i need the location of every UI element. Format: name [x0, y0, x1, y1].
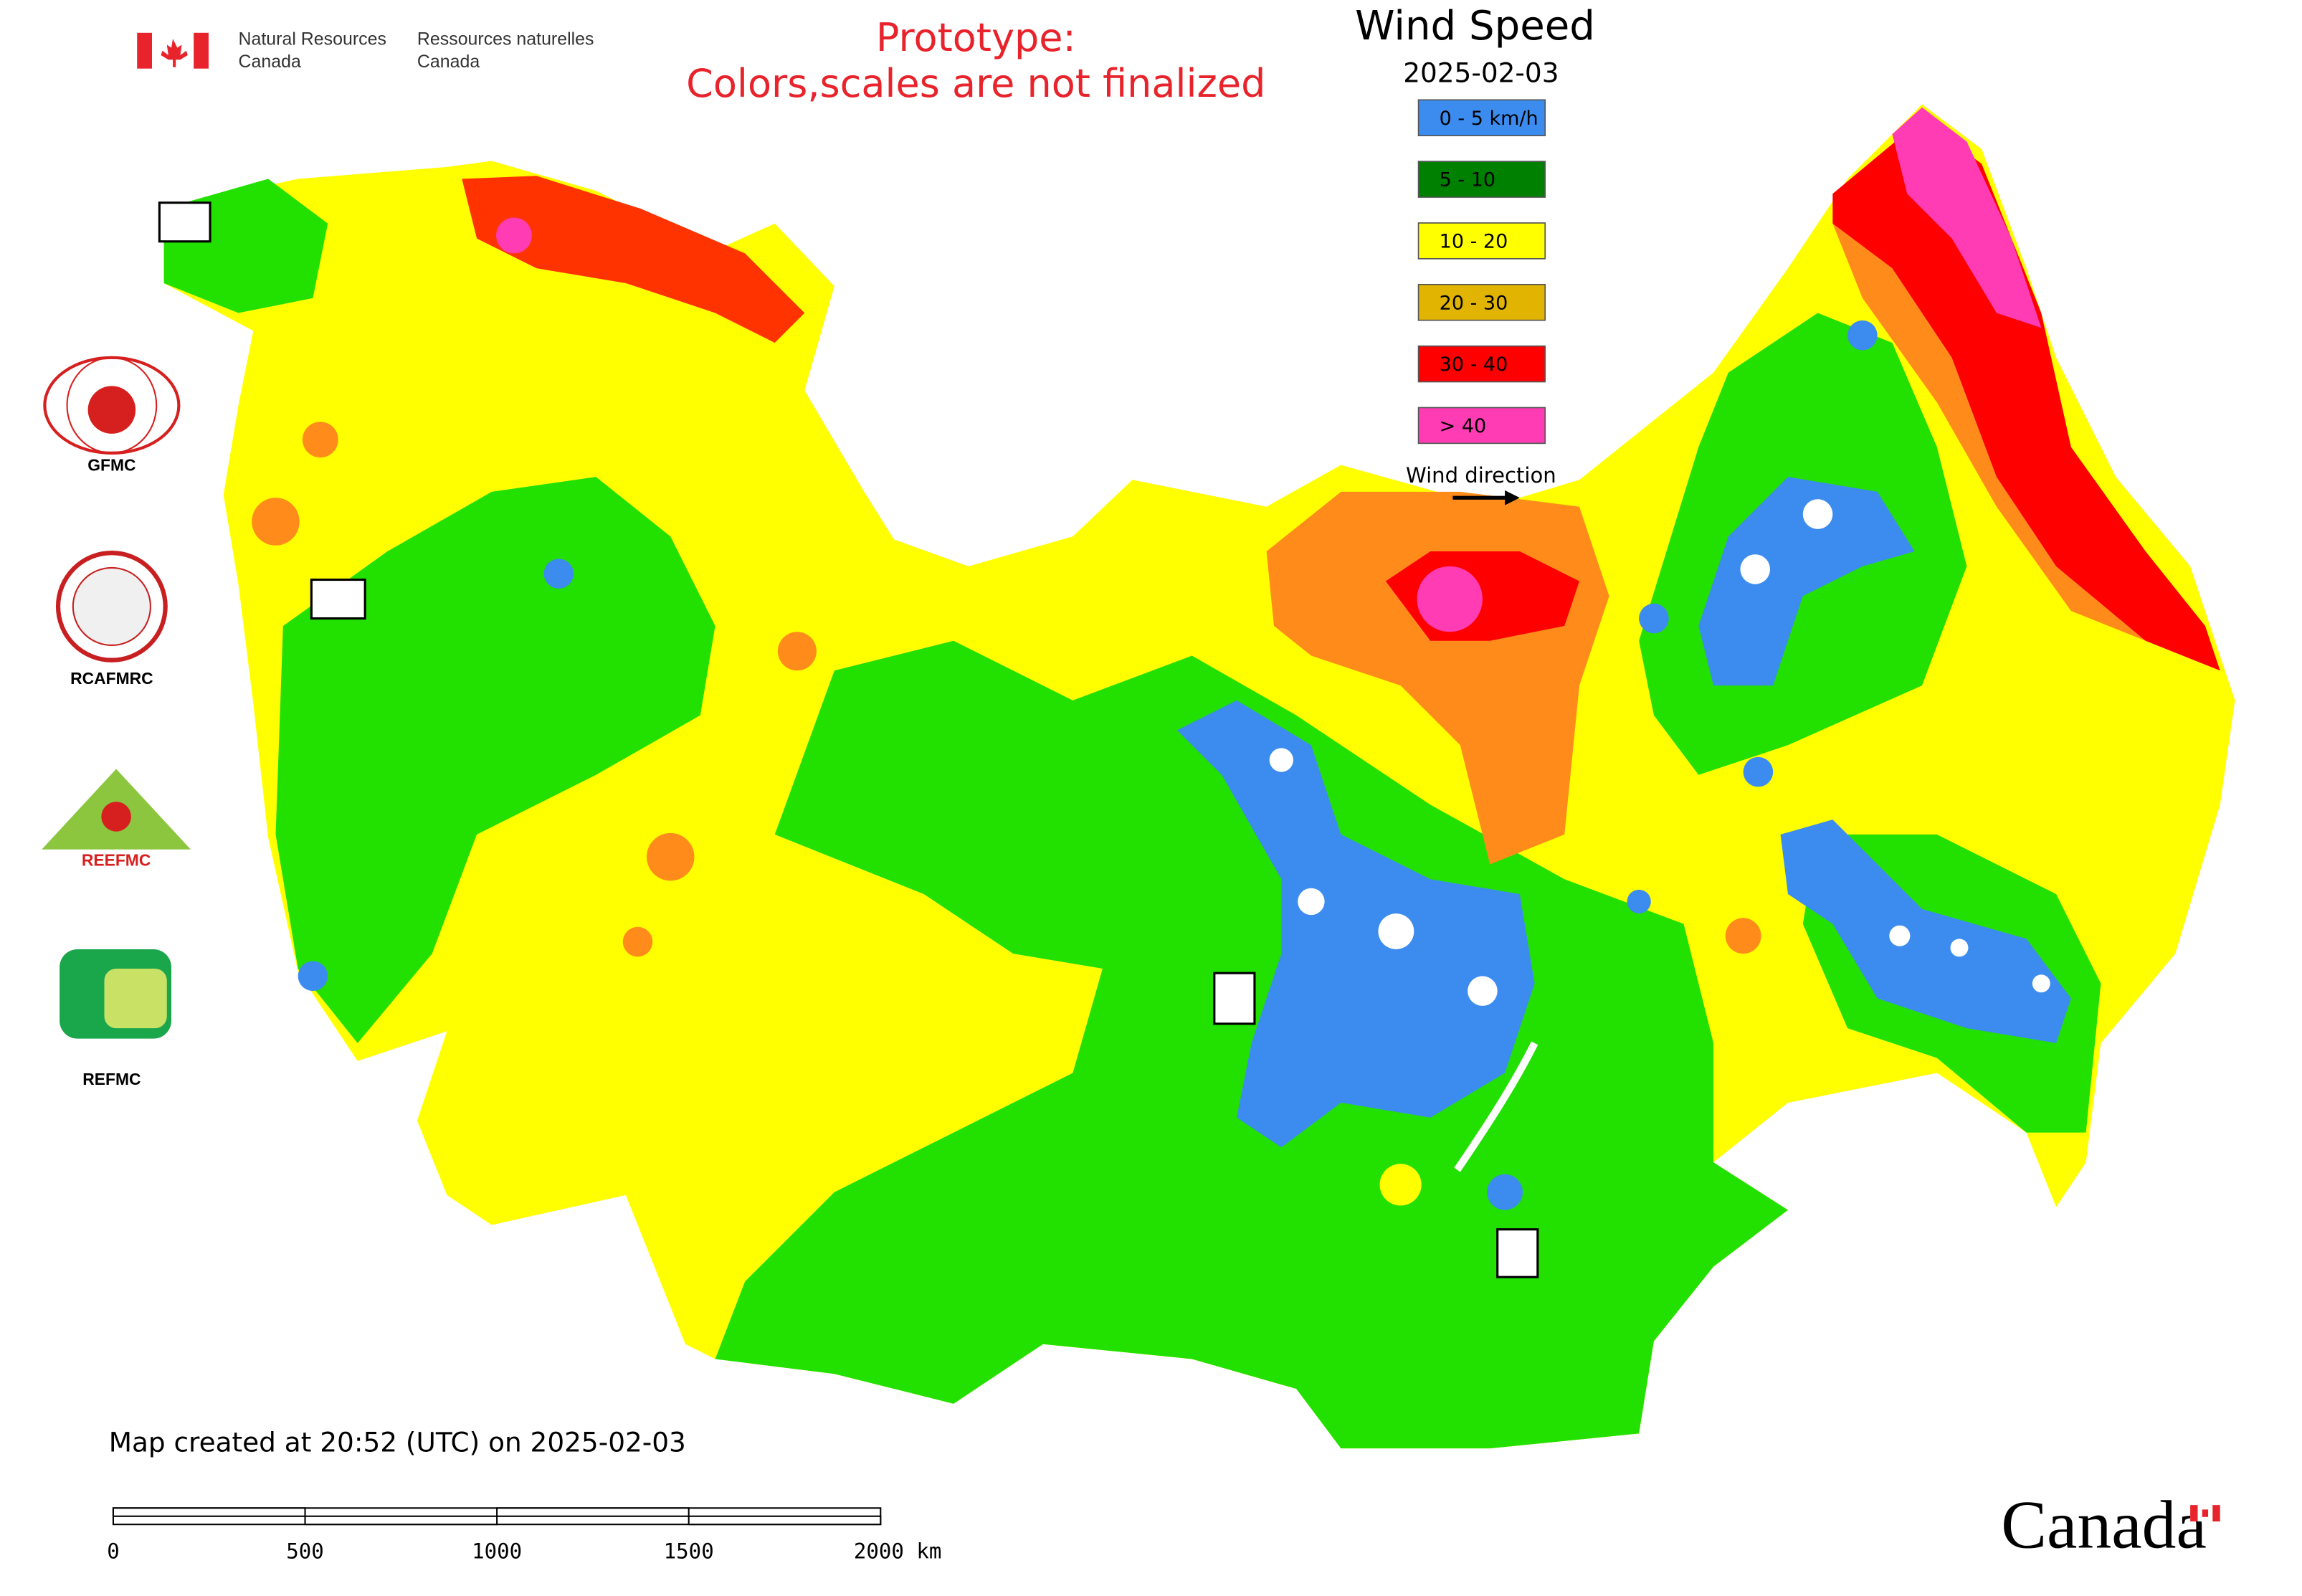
org-en-2: Canada [239, 52, 301, 72]
map-title: Wind Speed [1355, 3, 1595, 49]
legend-label: 20 - 30 [1440, 292, 1508, 314]
scale-bar-label: 1500 [664, 1539, 714, 1564]
scale-bar-label: 500 [286, 1539, 324, 1564]
centre-label: RCAFMRC [70, 669, 153, 688]
scale-bar-label: 2000 km [854, 1539, 942, 1564]
wordmark-flag [2190, 1505, 2220, 1522]
scale-bar-label: 1000 [472, 1539, 522, 1564]
centre-label: GFMC [87, 456, 135, 475]
legend-swatch [1417, 161, 1546, 198]
scale-bar-segment [112, 1507, 306, 1517]
scale-bar-segment [304, 1515, 498, 1526]
legend-swatch [1417, 99, 1546, 137]
wind-zone-magenta-northwest [496, 217, 532, 254]
wind-direction-label: Wind direction [1406, 463, 1556, 488]
local-spots [252, 320, 2050, 1210]
wind-zone-green-west [275, 477, 715, 1043]
refmc-logo [60, 949, 172, 1039]
legend: 0 - 5 km/h 5 - 10 10 - 20 20 - 30 30 - 40 > 4… [1417, 99, 1546, 445]
legend-label: 0 - 5 km/h [1440, 108, 1538, 130]
wind-zone-blue-east [1698, 477, 1915, 686]
org-en-1: Natural Resources [239, 29, 386, 49]
legend-swatch [1417, 283, 1546, 321]
wind-zone-magenta-east [1892, 107, 2042, 328]
reefmc-logo [42, 769, 191, 850]
scale-bar-segment [496, 1507, 690, 1517]
rcafmrc-logo [55, 550, 168, 662]
centre-label: REFMC [82, 1070, 141, 1088]
scale-bar-segment [688, 1515, 882, 1526]
wind-zone-red-east [1832, 119, 2220, 671]
legend-label: 30 - 40 [1440, 353, 1508, 376]
notice-line-1: Prototype: [876, 15, 1076, 60]
wind-zone-blue-southeast [1780, 820, 2071, 1043]
legend-swatch [1417, 407, 1546, 445]
legend-swatch [1417, 345, 1546, 383]
legend-label: 10 - 20 [1440, 230, 1508, 252]
wind-zone-blue-central [1176, 700, 1535, 1148]
centre-label: REEFMC [82, 850, 151, 869]
header-flag [137, 32, 209, 69]
gfmc-logo [43, 356, 181, 455]
created-note: Map created at 20:52 (UTC) on 2025-02-03 [109, 1426, 686, 1458]
map-centre-markers [158, 201, 1539, 1278]
map-date: 2025-02-03 [1403, 57, 1559, 88]
legend-swatch [1417, 222, 1546, 260]
org-fr-1: Ressources naturelles [417, 29, 594, 49]
org-fr-2: Canada [417, 52, 480, 72]
wind-direction-arrow [1452, 490, 1520, 505]
wind-zone-magenta-north [1417, 566, 1483, 632]
canada-wordmark: Canada [2001, 1487, 2207, 1563]
scale-bar-label: 0 [107, 1539, 120, 1564]
wind-map [163, 104, 2235, 1449]
legend-label: > 40 [1440, 415, 1487, 437]
lake-baikal [1454, 1041, 1538, 1172]
scale-bar: 0 500 1000 1500 2000 km [107, 1507, 942, 1564]
legend-label: 5 - 10 [1440, 169, 1495, 191]
wind-zone-red-northwest [462, 176, 805, 343]
notice-line-2: Colors,scales are not finalized [686, 61, 1265, 106]
